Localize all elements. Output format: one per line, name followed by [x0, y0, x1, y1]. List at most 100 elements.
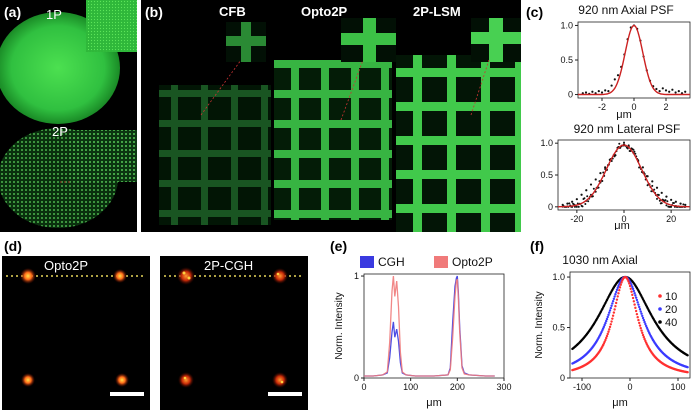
data-point [628, 284, 632, 288]
panel-a-label: (a) [4, 4, 22, 20]
data-point [631, 293, 634, 297]
x-tick-label: 200 [450, 382, 465, 392]
data-point [602, 325, 606, 329]
data-point [686, 365, 689, 369]
data-point [643, 337, 646, 341]
data-point [651, 180, 654, 183]
data-point [640, 312, 643, 315]
data-point [657, 193, 660, 196]
x-tick-label: 300 [496, 382, 511, 392]
panel-a-micrograph [0, 0, 137, 228]
data-point [629, 287, 632, 290]
plot-frame [363, 273, 505, 379]
x-tick-label: -2 [598, 102, 606, 112]
x-axis-label: μm [616, 109, 632, 120]
data-point [611, 317, 614, 320]
data-point [568, 202, 571, 205]
legend-swatch [360, 256, 374, 268]
data-point [641, 166, 644, 169]
x-axis-label: μm [614, 220, 630, 230]
data-point [594, 178, 597, 181]
chart-f: 1030 nm Axial -100 0 100 0 0.5 1.0 μm Norm. Inte… [534, 253, 691, 409]
data-point [671, 88, 674, 91]
data-point [631, 285, 634, 289]
data-point [608, 328, 611, 331]
panel-d-2p-cgh-label: 2P-CGH [204, 258, 254, 273]
x-axis-label: μm [612, 397, 628, 409]
data-point [605, 317, 609, 321]
data-point [626, 147, 629, 150]
data-point [637, 303, 640, 306]
data-point [664, 89, 668, 92]
data-point [627, 280, 630, 283]
panel-f-label: (f) [530, 238, 544, 254]
x-tick-label: 100 [403, 382, 418, 392]
data-point [592, 187, 595, 190]
data-point [616, 74, 620, 77]
data-point [614, 290, 618, 294]
data-point [644, 324, 648, 328]
data-point [604, 89, 607, 92]
data-point [618, 286, 622, 289]
data-point [584, 91, 588, 94]
data-point [634, 306, 637, 310]
data-point [583, 197, 586, 200]
legend-label: 40 [665, 317, 677, 329]
data-point [634, 309, 638, 313]
data-point [608, 311, 611, 314]
data-point [614, 301, 618, 305]
data-point [612, 311, 616, 314]
data-point [664, 199, 667, 202]
data-point [573, 205, 576, 208]
x-axis-label: μm [426, 397, 442, 409]
legend-label: 10 [665, 291, 677, 303]
data-point [651, 184, 654, 187]
data-point [658, 89, 661, 93]
data-point [634, 294, 637, 297]
data-point [604, 321, 607, 325]
chart-title: 1030 nm Axial [562, 253, 637, 267]
panel-d-opto2p-label: Opto2P [44, 258, 89, 273]
data-point [643, 320, 646, 324]
data-point [641, 333, 645, 337]
data-point [575, 198, 578, 201]
data-point [610, 304, 613, 308]
data-point [632, 148, 635, 151]
data-point [653, 188, 656, 191]
2p-inset [70, 130, 137, 182]
x-tick-label: 100 [670, 382, 685, 392]
opto2p-spots [6, 268, 146, 387]
data-point [634, 296, 638, 299]
data-point [575, 205, 578, 208]
data-point [611, 302, 614, 305]
chart-title: 920 nm Lateral PSF [574, 122, 681, 136]
1p-inset [86, 0, 137, 52]
data-point [684, 90, 687, 93]
data-point [636, 301, 639, 304]
fit-curve [578, 24, 690, 96]
data-point [646, 175, 649, 178]
2p-cgh-spots [164, 267, 304, 388]
data-point [620, 281, 623, 284]
data-point [639, 310, 642, 313]
panel-c-label: (c) [526, 4, 544, 20]
data-point [628, 282, 631, 285]
data-point [610, 84, 613, 87]
fit-curve [558, 144, 690, 208]
data-point [618, 289, 621, 292]
data-point [604, 166, 607, 169]
data-point [566, 202, 569, 205]
data-point [594, 92, 597, 95]
chart-title: 920 nm Axial PSF [578, 3, 673, 17]
data-point [616, 286, 619, 290]
scale-bar-left [110, 392, 144, 396]
chart-c-lateral: 920 nm Lateral PSF -20 0 20 0 0.5 1.0 μm [540, 122, 691, 230]
data-point [602, 171, 605, 174]
x-tick-label: 0 [631, 102, 636, 112]
data-point [686, 354, 689, 357]
data-point [637, 318, 640, 322]
data-point [586, 195, 589, 198]
series-line [364, 275, 495, 377]
y-tick-label: 1.0 [560, 20, 573, 30]
data-point [604, 338, 607, 342]
